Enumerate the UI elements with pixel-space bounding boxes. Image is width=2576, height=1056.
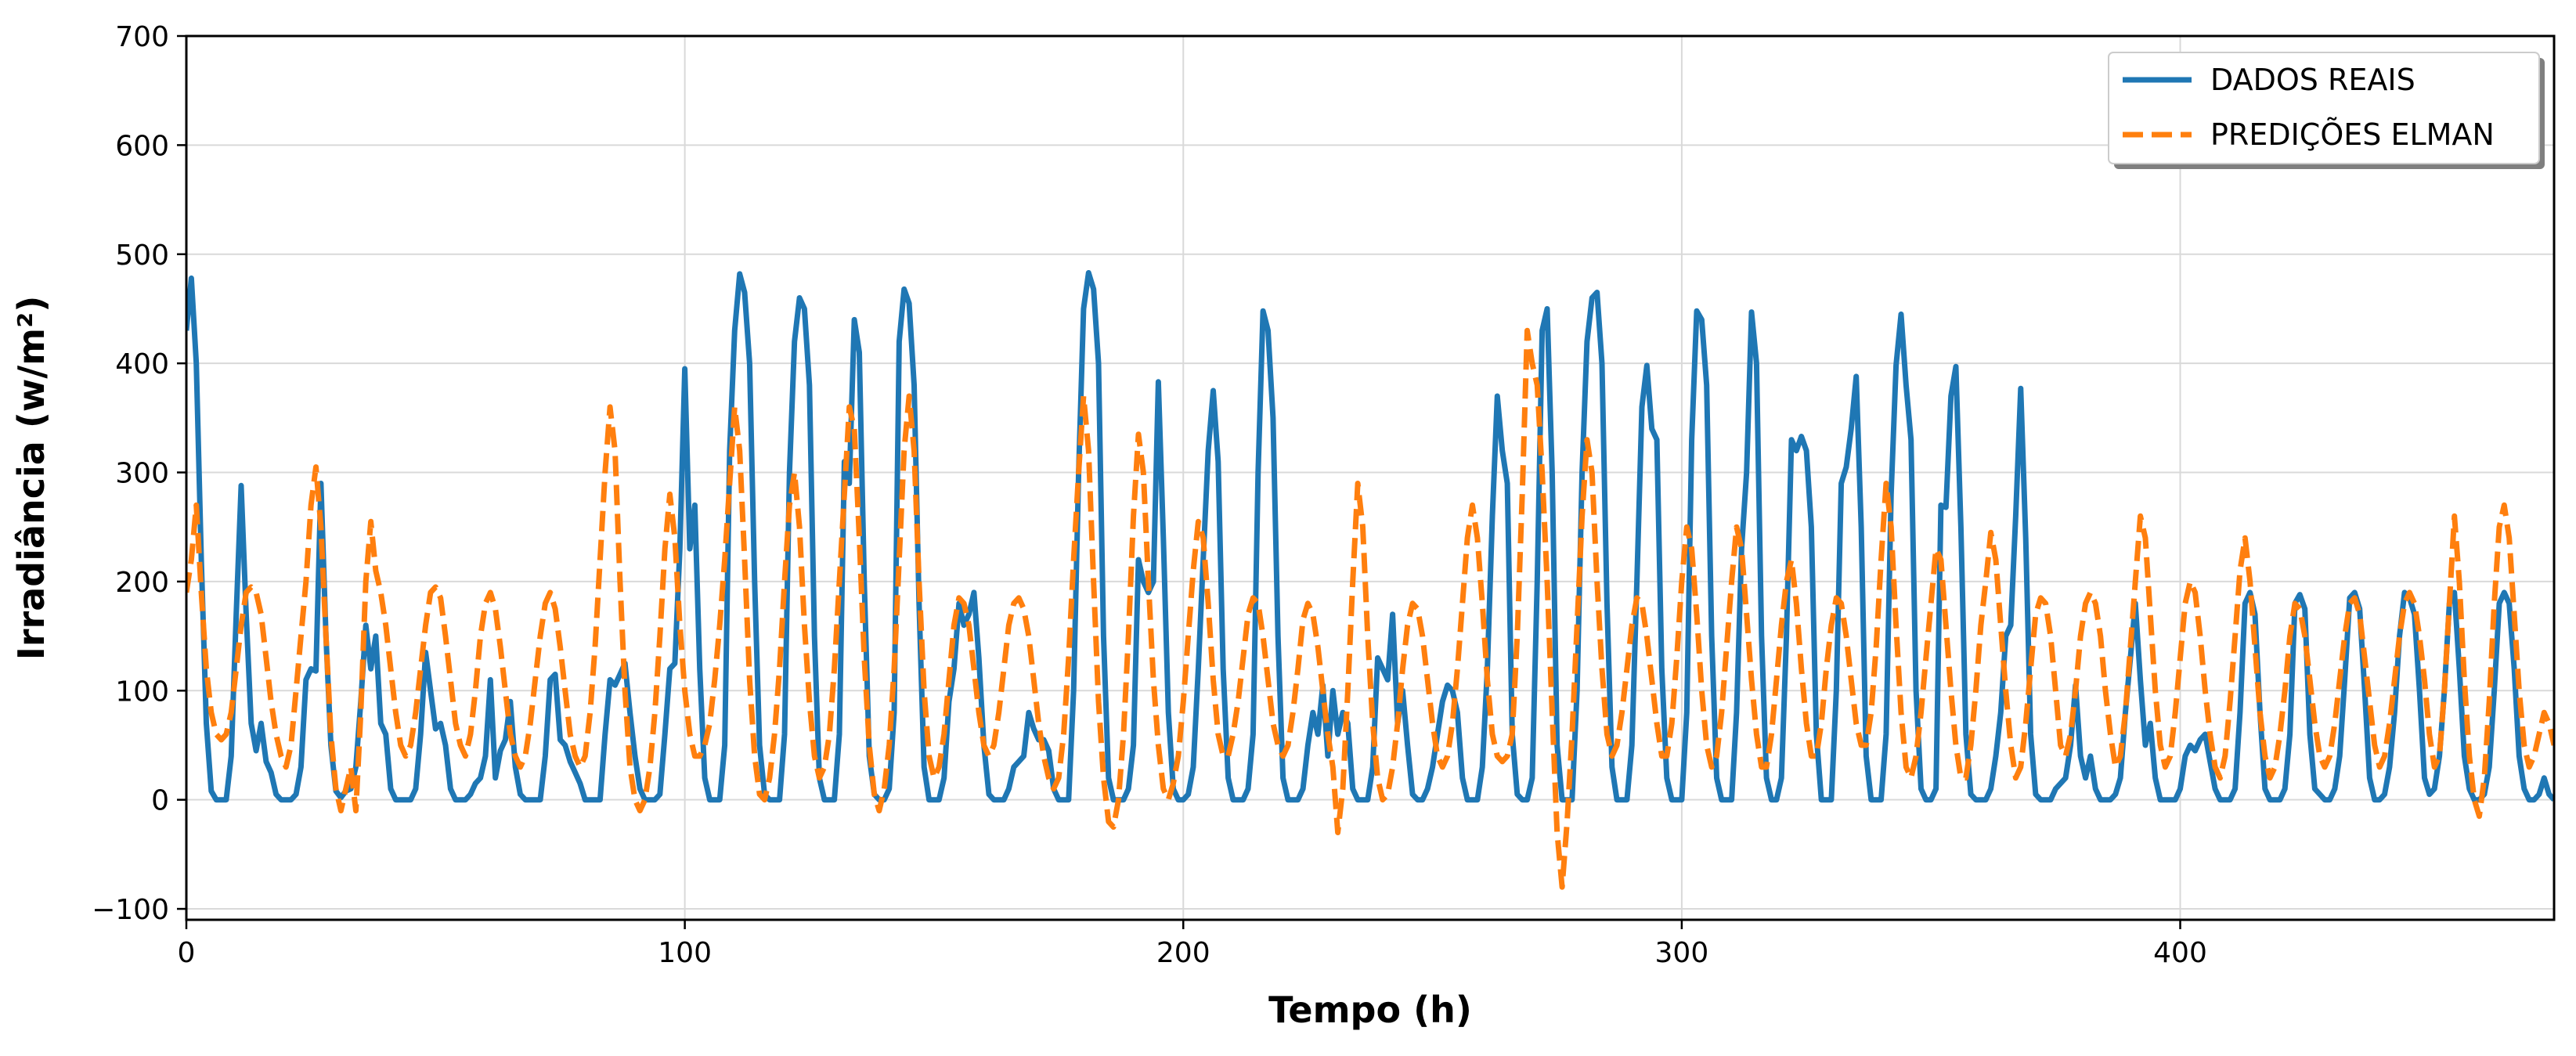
y-axis-title: Irradiância (w/m²) [10, 296, 52, 661]
x-tick-label: 100 [658, 937, 712, 969]
legend-label-predicoes-elman: PREDIÇÕES ELMAN [2210, 117, 2495, 152]
x-tick-label: 0 [178, 937, 196, 969]
x-tick-label: 400 [2153, 937, 2207, 969]
y-tick-label: 100 [115, 676, 169, 708]
y-tick-label: 600 [115, 130, 169, 162]
tick-labels: 0 100 200 300 400 −100 0 100 200 300 400 500 600 700 [92, 21, 2207, 969]
series-line-predicoes-elman [186, 327, 2554, 890]
plot-frame [185, 34, 2556, 921]
series-line-dados-reais [186, 270, 2554, 803]
y-tick-label: 300 [115, 458, 169, 490]
series-layer [186, 270, 2554, 890]
x-axis-title: Tempo (h) [1268, 989, 1472, 1031]
y-tick-label: 700 [115, 21, 169, 53]
x-tick-label: 200 [1156, 937, 1210, 969]
y-tick-label: 500 [115, 240, 169, 272]
y-tick-label: −100 [92, 894, 169, 926]
y-tick-label: 0 [151, 785, 169, 817]
legend-label-dados-reais: DADOS REAIS [2210, 63, 2415, 97]
tick-marks [177, 34, 2181, 929]
x-tick-label: 300 [1655, 937, 1709, 969]
y-tick-label: 200 [115, 567, 169, 599]
legend: DADOS REAIS PREDIÇÕES ELMAN [2108, 52, 2545, 169]
legend-box [2108, 52, 2540, 164]
y-tick-label: 400 [115, 348, 169, 380]
